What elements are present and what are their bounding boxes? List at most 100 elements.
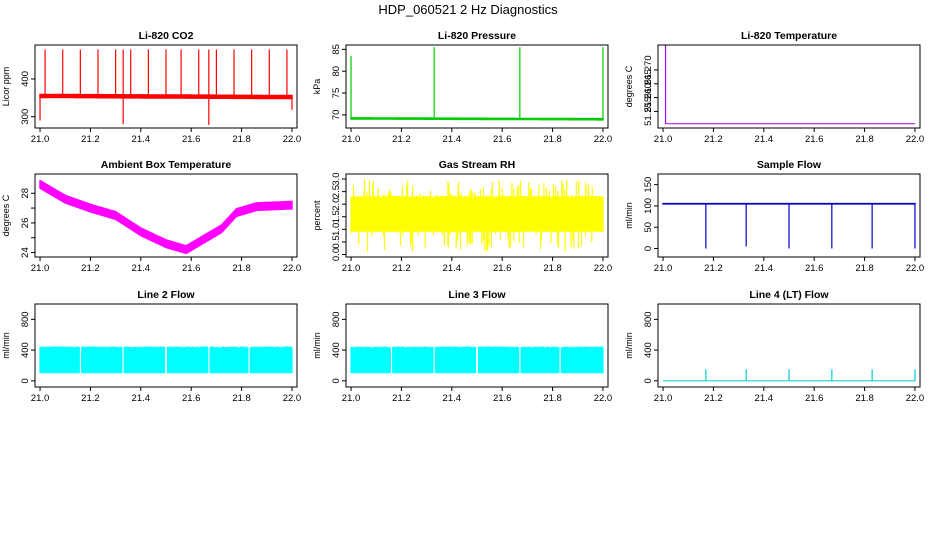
x-tick-label: 21.4 bbox=[443, 393, 462, 404]
panel-title: Li-820 Temperature bbox=[741, 30, 837, 42]
x-tick-label: 22.0 bbox=[906, 393, 925, 404]
x-tick-label: 21.8 bbox=[543, 134, 562, 145]
x-tick-label: 21.8 bbox=[855, 393, 874, 404]
panel-title: Ambient Box Temperature bbox=[101, 159, 232, 171]
plot-frame bbox=[657, 303, 921, 388]
panel-title: Li-820 CO2 bbox=[139, 30, 194, 42]
x-tick-label: 21.0 bbox=[342, 263, 361, 274]
series bbox=[663, 369, 916, 382]
y-axis-label: kPa bbox=[312, 79, 322, 95]
chart-panel-4: Ambient Box Temperature degrees C 21.0 21.2… bbox=[1, 159, 301, 274]
y-tick-label: 150 bbox=[643, 177, 654, 193]
series-band bbox=[350, 346, 604, 374]
series-band bbox=[350, 179, 604, 252]
chart-panel-7: Line 2 Flow ml/min 21.0 21.2 21.4 21.6 21.8 22.… bbox=[1, 289, 301, 404]
x-tick-label: 21.8 bbox=[855, 134, 874, 145]
x-tick-label: 21.0 bbox=[342, 393, 361, 404]
x-tick-label: 21.0 bbox=[31, 393, 50, 404]
x-tick-label: 21.6 bbox=[805, 393, 824, 404]
y-tick-label: 0 bbox=[643, 378, 654, 383]
series-line bbox=[351, 117, 603, 120]
x-tick-label: 21.8 bbox=[855, 263, 874, 274]
y-tick-label: 300 bbox=[20, 109, 31, 125]
chart-panel-5: Gas Stream RH percent 21.0 21.2 21.4 21.6 21.8… bbox=[312, 159, 612, 274]
y-tick-label: 1.0 bbox=[331, 223, 342, 236]
x-tick-label: 21.2 bbox=[81, 393, 100, 404]
chart-panel-1: Li-820 CO2 Licor ppm 21.0 21.2 21.4 21.6 21.8 2… bbox=[1, 30, 301, 145]
y-axis-label: ml/min bbox=[312, 332, 322, 359]
x-tick-label: 21.4 bbox=[755, 263, 774, 274]
x-tick-label: 22.0 bbox=[594, 263, 613, 274]
x-tick-label: 21.6 bbox=[182, 393, 201, 404]
y-axis-label: Licor ppm bbox=[1, 67, 11, 107]
y-axis-label: degrees C bbox=[624, 65, 634, 107]
chart-panel-8: Line 3 Flow ml/min 21.0 21.2 21.4 21.6 21.8 22.… bbox=[312, 289, 612, 404]
plot-frame bbox=[34, 303, 298, 388]
series bbox=[39, 346, 293, 374]
y-tick-label: 51.260 bbox=[643, 83, 654, 112]
y-tick-label: 0 bbox=[643, 246, 654, 251]
series-band bbox=[39, 346, 293, 374]
y-tick-label: 800 bbox=[20, 311, 31, 327]
series bbox=[350, 346, 604, 374]
figure-title: HDP_060521 2 Hz Diagnostics bbox=[378, 2, 558, 17]
x-tick-label: 21.6 bbox=[805, 134, 824, 145]
y-tick-label: 0 bbox=[331, 378, 342, 383]
plot-frame bbox=[657, 173, 921, 258]
y-tick-label: 1.5 bbox=[331, 210, 342, 223]
series bbox=[350, 179, 604, 252]
y-tick-label: 26 bbox=[20, 218, 31, 229]
y-tick-label: 0.5 bbox=[331, 235, 342, 248]
y-tick-label: 2.5 bbox=[331, 185, 342, 198]
y-tick-label: 85 bbox=[331, 44, 342, 55]
plot-frame bbox=[657, 44, 921, 129]
y-tick-label: 70 bbox=[331, 110, 342, 121]
x-tick-label: 22.0 bbox=[594, 134, 613, 145]
series bbox=[664, 45, 915, 125]
y-tick-label: 3.0 bbox=[331, 172, 342, 185]
x-tick-label: 21.6 bbox=[493, 263, 512, 274]
x-tick-label: 21.0 bbox=[654, 134, 673, 145]
y-tick-label: 75 bbox=[331, 88, 342, 99]
y-axis-label: percent bbox=[312, 200, 322, 231]
series-line bbox=[39, 183, 293, 251]
y-tick-label: 80 bbox=[331, 66, 342, 77]
panel-title: Line 4 (LT) Flow bbox=[749, 289, 829, 301]
panel-title: Li-820 Pressure bbox=[438, 30, 516, 42]
y-tick-label: 50 bbox=[643, 222, 654, 233]
x-tick-label: 21.8 bbox=[543, 263, 562, 274]
plot-frame bbox=[345, 173, 609, 258]
chart-panel-9: Line 4 (LT) Flow ml/min 21.0 21.2 21.4 21.6 21… bbox=[624, 289, 924, 404]
y-tick-label: 800 bbox=[643, 311, 654, 327]
x-tick-label: 22.0 bbox=[283, 263, 302, 274]
series bbox=[39, 49, 293, 125]
x-tick-label: 21.2 bbox=[81, 134, 100, 145]
chart-panels: Li-820 CO2 Licor ppm 21.0 21.2 21.4 21.6 21.8 2… bbox=[1, 30, 924, 404]
x-tick-label: 21.2 bbox=[392, 134, 411, 145]
x-tick-label: 21.2 bbox=[704, 134, 723, 145]
y-axis-label: degrees C bbox=[1, 194, 11, 236]
plot-frame bbox=[34, 173, 298, 258]
x-tick-label: 21.8 bbox=[232, 263, 251, 274]
x-tick-label: 22.0 bbox=[594, 393, 613, 404]
series bbox=[350, 47, 604, 121]
series-band bbox=[39, 179, 293, 254]
y-axis-label: ml/min bbox=[624, 202, 634, 229]
panel-title: Line 3 Flow bbox=[448, 289, 506, 301]
plot-frame bbox=[345, 303, 609, 388]
panel-title: Gas Stream RH bbox=[439, 159, 515, 171]
x-tick-label: 21.2 bbox=[81, 263, 100, 274]
chart-panel-6: Sample Flow ml/min 21.0 21.2 21.4 21.6 21.8 22.… bbox=[624, 159, 924, 274]
x-tick-label: 21.4 bbox=[755, 393, 774, 404]
x-tick-label: 21.6 bbox=[182, 134, 201, 145]
x-tick-label: 21.0 bbox=[31, 263, 50, 274]
x-tick-label: 21.6 bbox=[493, 134, 512, 145]
x-tick-label: 21.2 bbox=[392, 263, 411, 274]
y-tick-label: 51.265 bbox=[643, 69, 654, 98]
x-tick-label: 21.0 bbox=[654, 393, 673, 404]
x-tick-label: 22.0 bbox=[906, 263, 925, 274]
y-tick-label: 0.0 bbox=[331, 248, 342, 261]
y-tick-label: 400 bbox=[20, 342, 31, 358]
plot-frame bbox=[345, 44, 609, 129]
x-tick-label: 21.4 bbox=[755, 134, 774, 145]
